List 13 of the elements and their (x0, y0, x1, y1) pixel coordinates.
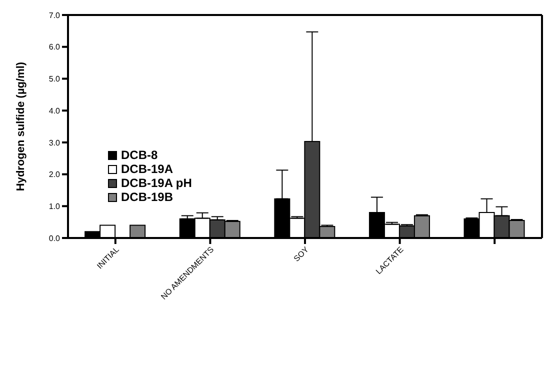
legend-label: DCB-8 (121, 148, 158, 162)
y-tick-label: 3.0 (48, 138, 61, 148)
y-axis-title: Hydrogen sulfide (µg/ml) (14, 62, 27, 192)
y-tick-label: 2.0 (48, 170, 61, 180)
y-tick-label: 4.0 (48, 106, 61, 116)
y-tick-label: 0.0 (48, 234, 61, 243)
legend-label: DCB-19A (121, 162, 174, 176)
y-tick-label: 1.0 (48, 202, 61, 211)
legend-label: DCB-19B (121, 190, 174, 204)
y-tick-label: 5.0 (48, 74, 61, 84)
legend-label: DCB-19A pH (121, 176, 192, 190)
y-tick-label: 6.0 (48, 42, 61, 52)
y-tick-label: 7.0 (48, 10, 61, 20)
